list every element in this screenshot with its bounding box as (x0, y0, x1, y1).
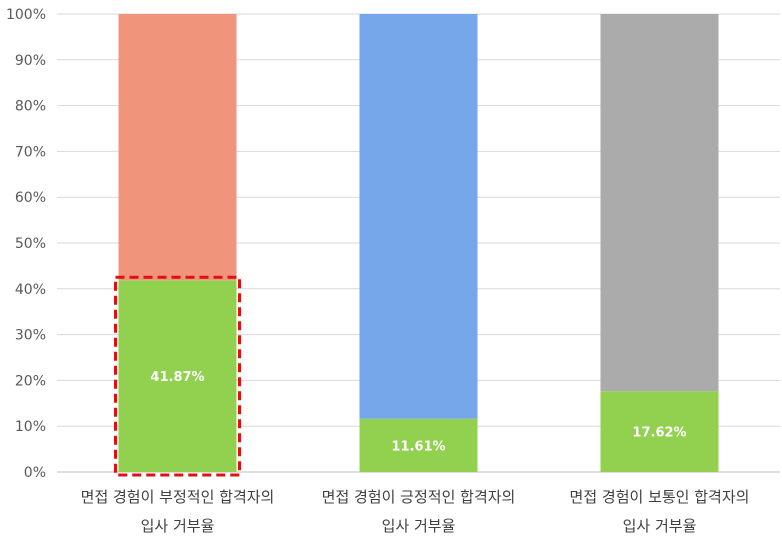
x-category-label: 입사 거부율 (382, 517, 456, 535)
data-label: 17.62% (632, 426, 686, 441)
bar-segment-rejection (600, 391, 719, 472)
data-label: 11.61% (391, 439, 445, 454)
highlight-overlay (114, 275, 241, 477)
x-category-label: 면접 경험이 보통인 합격자의 (570, 488, 750, 506)
x-category-label: 입사 거부율 (141, 517, 215, 535)
y-tick-label: 10% (15, 419, 46, 435)
bar-segment-remainder (359, 14, 478, 419)
highlight-dashed-box (114, 275, 241, 477)
y-tick-label: 30% (15, 328, 46, 344)
y-axis: 0% 10% 20% 30% 40% 50% 60% 70% 80% 90% 100% (6, 7, 46, 481)
y-tick-label: 70% (15, 144, 46, 160)
x-category-label: 입사 거부율 (623, 517, 697, 535)
y-tick-label: 0% (24, 465, 46, 481)
y-tick-label: 20% (15, 373, 46, 389)
y-tick-label: 50% (15, 236, 46, 252)
data-labels: 41.87% 11.61% 17.62% (150, 370, 686, 454)
y-tick-label: 60% (15, 190, 46, 206)
y-tick-label: 80% (15, 99, 46, 115)
y-tick-label: 90% (15, 53, 46, 69)
bar-segment-rejection (118, 280, 237, 472)
y-tick-label: 100% (6, 7, 46, 23)
data-label: 41.87% (150, 370, 204, 385)
bar-segment-remainder (600, 14, 719, 392)
x-category-label: 면접 경험이 부정적인 합격자의 (81, 488, 275, 506)
bars (118, 14, 719, 472)
bar-segment-rejection (359, 418, 478, 472)
bar-segment-remainder (118, 14, 237, 281)
y-tick-label: 40% (15, 282, 46, 298)
x-category-label: 면접 경험이 긍정적인 합격자의 (322, 488, 516, 506)
